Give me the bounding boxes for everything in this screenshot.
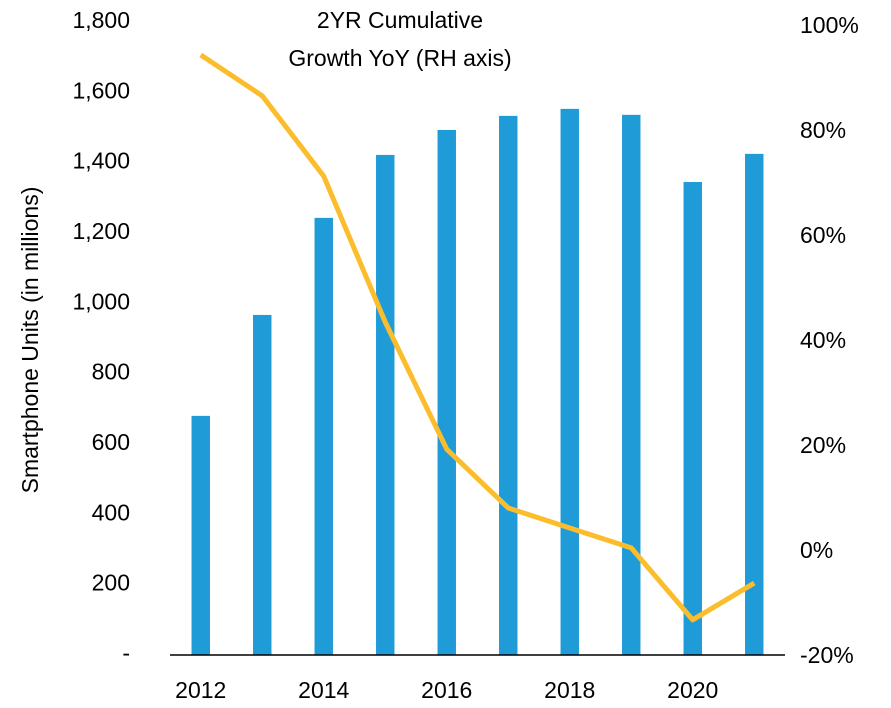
bar <box>622 114 641 656</box>
y-tick-label: 1,600 <box>72 77 130 103</box>
bar <box>560 108 579 655</box>
y2-tick-label: 100% <box>800 12 859 38</box>
bar <box>437 129 456 655</box>
y-tick-label: 1,200 <box>72 218 130 244</box>
y2-tick-label: 0% <box>800 537 833 563</box>
x-tick-label: 2016 <box>421 677 472 703</box>
bar <box>683 182 702 655</box>
y2-tick-label: 20% <box>800 432 846 458</box>
y-tick-label: - <box>122 640 130 666</box>
bar <box>376 154 395 655</box>
y-tick-label: 1,400 <box>72 148 130 174</box>
x-tick-label: 2020 <box>667 677 718 703</box>
bar <box>745 153 764 655</box>
line <box>199 52 756 623</box>
y-tick-label: 1,000 <box>72 288 130 314</box>
y-tick-label: 200 <box>92 570 130 596</box>
x-tick-label: 2012 <box>175 677 226 703</box>
bar <box>314 217 333 655</box>
bar <box>499 115 518 655</box>
bar <box>253 314 272 655</box>
y-tick-label: 1,800 <box>72 7 130 33</box>
y2-tick-label: 80% <box>800 117 846 143</box>
y-tick-label: 600 <box>92 429 130 455</box>
y-tick-label: 800 <box>92 359 130 385</box>
y2-tick-label: -20% <box>800 642 854 668</box>
x-tick-label: 2018 <box>544 677 595 703</box>
y2-tick-label: 40% <box>800 327 846 353</box>
bar <box>191 415 210 655</box>
annotation: 2YR Cumulative <box>317 7 483 33</box>
y2-tick-label: 60% <box>800 222 846 248</box>
annotation: Growth YoY (RH axis) <box>288 45 511 71</box>
y-axis-label: Smartphone Units (in millions) <box>17 187 43 494</box>
x-tick-label: 2014 <box>298 677 349 703</box>
y-tick-label: 400 <box>92 499 130 525</box>
